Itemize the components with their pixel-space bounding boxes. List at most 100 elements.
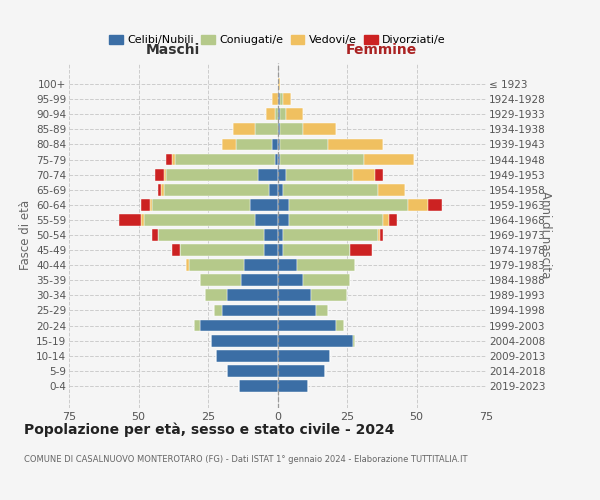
- Bar: [277, 184, 283, 196]
- Bar: [280, 138, 328, 150]
- Bar: [283, 229, 377, 241]
- Bar: [277, 320, 336, 332]
- Bar: [277, 290, 311, 302]
- Bar: [239, 380, 277, 392]
- Bar: [277, 108, 280, 120]
- Bar: [302, 124, 336, 135]
- Bar: [200, 274, 241, 286]
- Bar: [152, 199, 250, 210]
- Bar: [227, 290, 277, 302]
- Bar: [277, 214, 289, 226]
- Bar: [161, 184, 164, 196]
- Bar: [164, 184, 269, 196]
- Bar: [155, 168, 164, 180]
- Bar: [277, 335, 353, 346]
- Bar: [283, 244, 350, 256]
- Bar: [277, 199, 289, 210]
- Bar: [283, 94, 292, 105]
- Bar: [277, 274, 302, 286]
- Bar: [180, 244, 263, 256]
- Text: COMUNE DI CASALNUOVO MONTEROTARO (FG) - Dati ISTAT 1° gennaio 2024 - Elaborazion: COMUNE DI CASALNUOVO MONTEROTARO (FG) - …: [24, 455, 467, 464]
- Bar: [277, 260, 297, 271]
- Bar: [353, 335, 355, 346]
- Bar: [205, 290, 227, 302]
- Bar: [152, 229, 158, 241]
- Bar: [263, 229, 277, 241]
- Bar: [286, 168, 353, 180]
- Bar: [233, 124, 255, 135]
- Bar: [172, 154, 175, 166]
- Bar: [277, 304, 316, 316]
- Bar: [336, 320, 344, 332]
- Bar: [144, 214, 255, 226]
- Bar: [280, 154, 364, 166]
- Bar: [353, 168, 375, 180]
- Bar: [377, 229, 380, 241]
- Bar: [328, 138, 383, 150]
- Text: Maschi: Maschi: [146, 44, 200, 58]
- Y-axis label: Fasce di età: Fasce di età: [19, 200, 32, 270]
- Bar: [194, 320, 200, 332]
- Bar: [250, 199, 277, 210]
- Bar: [277, 380, 308, 392]
- Bar: [311, 290, 347, 302]
- Bar: [272, 138, 277, 150]
- Bar: [286, 108, 302, 120]
- Bar: [272, 94, 277, 105]
- Bar: [227, 365, 277, 376]
- Bar: [277, 350, 331, 362]
- Bar: [263, 244, 277, 256]
- Bar: [277, 229, 283, 241]
- Bar: [269, 184, 277, 196]
- Bar: [164, 168, 166, 180]
- Bar: [297, 260, 355, 271]
- Bar: [149, 199, 152, 210]
- Bar: [211, 335, 277, 346]
- Bar: [377, 184, 406, 196]
- Bar: [302, 274, 350, 286]
- Bar: [244, 260, 277, 271]
- Bar: [214, 304, 222, 316]
- Bar: [241, 274, 277, 286]
- Bar: [277, 154, 280, 166]
- Legend: Celibi/Nubili, Coniugati/e, Vedovi/e, Divorziati/e: Celibi/Nubili, Coniugati/e, Vedovi/e, Di…: [105, 30, 450, 50]
- Bar: [389, 214, 397, 226]
- Bar: [277, 78, 280, 90]
- Bar: [275, 108, 277, 120]
- Bar: [141, 214, 144, 226]
- Bar: [283, 184, 377, 196]
- Bar: [428, 199, 442, 210]
- Bar: [383, 214, 389, 226]
- Bar: [277, 94, 280, 105]
- Bar: [289, 199, 408, 210]
- Bar: [119, 214, 141, 226]
- Bar: [316, 304, 328, 316]
- Bar: [255, 124, 277, 135]
- Bar: [175, 154, 275, 166]
- Bar: [266, 108, 275, 120]
- Bar: [166, 154, 172, 166]
- Bar: [255, 214, 277, 226]
- Bar: [364, 154, 414, 166]
- Text: Femmine: Femmine: [346, 44, 418, 58]
- Bar: [277, 124, 280, 135]
- Bar: [236, 138, 272, 150]
- Bar: [277, 365, 325, 376]
- Y-axis label: Anni di nascita: Anni di nascita: [539, 192, 553, 278]
- Bar: [277, 138, 280, 150]
- Bar: [222, 304, 277, 316]
- Bar: [258, 168, 277, 180]
- Bar: [280, 124, 302, 135]
- Text: Popolazione per età, sesso e stato civile - 2024: Popolazione per età, sesso e stato civil…: [24, 422, 395, 437]
- Bar: [375, 168, 383, 180]
- Bar: [380, 229, 383, 241]
- Bar: [350, 244, 372, 256]
- Bar: [275, 154, 277, 166]
- Bar: [186, 260, 188, 271]
- Bar: [277, 168, 286, 180]
- Bar: [158, 229, 263, 241]
- Bar: [166, 168, 258, 180]
- Bar: [280, 94, 283, 105]
- Bar: [280, 108, 286, 120]
- Bar: [200, 320, 277, 332]
